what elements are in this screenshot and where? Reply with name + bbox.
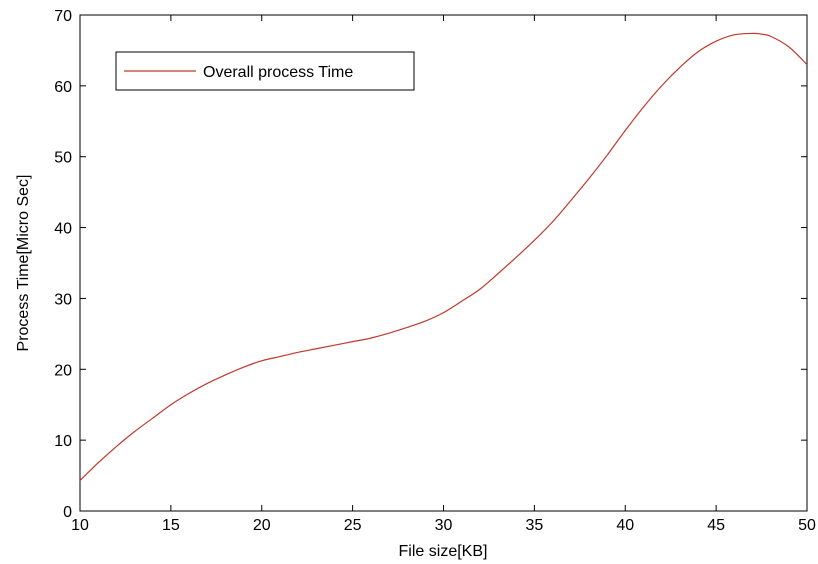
y-axis-label: Process Time[Micro Sec] xyxy=(15,175,32,352)
x-tick-label-15: 15 xyxy=(162,517,180,534)
x-tick-label-25: 25 xyxy=(344,517,362,534)
series-line-overall-process-time xyxy=(79,32,808,481)
x-tick-label-30: 30 xyxy=(435,517,453,534)
x-tick-label-40: 40 xyxy=(616,517,634,534)
x-tick-label-45: 45 xyxy=(707,517,725,534)
y-tick-label-70: 70 xyxy=(54,8,72,25)
y-tick-label-20: 20 xyxy=(54,362,72,379)
x-axis-label: File size[KB] xyxy=(399,543,488,560)
ticks xyxy=(79,14,808,512)
y-tick-label-0: 0 xyxy=(63,504,72,521)
y-tick-label-50: 50 xyxy=(54,150,72,167)
y-tick-label-30: 30 xyxy=(54,291,72,308)
x-tick-label-35: 35 xyxy=(525,517,543,534)
x-tick-label-20: 20 xyxy=(253,517,271,534)
legend: Overall process Time xyxy=(115,51,415,91)
x-tick-label-10: 10 xyxy=(71,517,89,534)
legend-label: Overall process Time xyxy=(203,64,353,81)
plot-frame xyxy=(79,14,808,512)
x-tick-label-50: 50 xyxy=(798,517,816,534)
y-tick-label-60: 60 xyxy=(54,79,72,96)
y-tick-label-40: 40 xyxy=(54,221,72,238)
y-tick-label-10: 10 xyxy=(54,433,72,450)
